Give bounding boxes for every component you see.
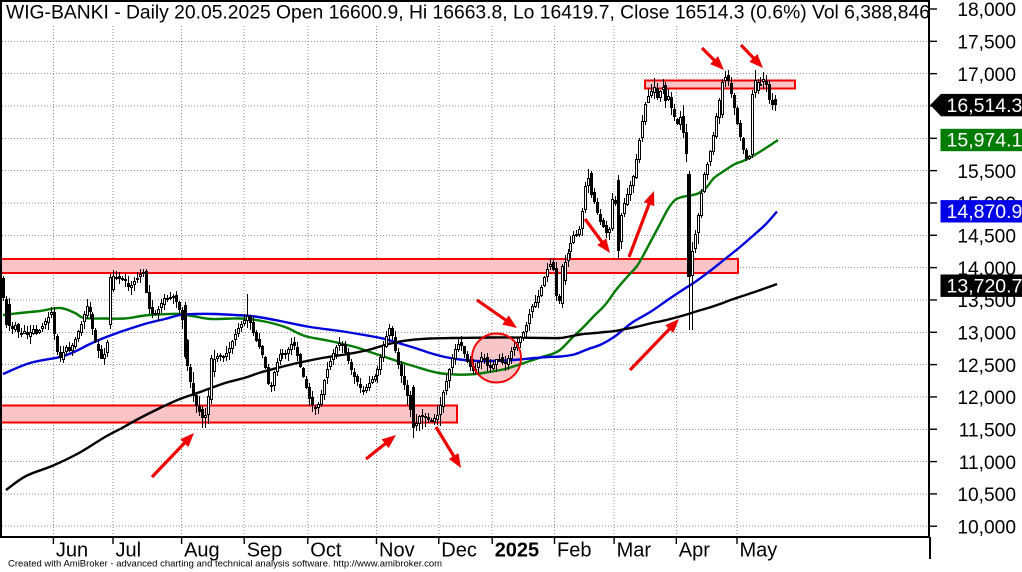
- svg-text:18,000: 18,000: [957, 0, 1016, 21]
- svg-text:14,500: 14,500: [957, 227, 1016, 248]
- svg-text:13,720.7: 13,720.7: [947, 275, 1022, 297]
- svg-text:May: May: [740, 539, 778, 561]
- svg-text:11,500: 11,500: [959, 421, 1016, 442]
- svg-text:WIG-BANKI - Daily 20.05.2025 O: WIG-BANKI - Daily 20.05.2025 Open 16600.…: [6, 2, 930, 23]
- svg-text:Jun: Jun: [56, 539, 88, 561]
- svg-text:Nov: Nov: [379, 539, 415, 561]
- svg-text:10,000: 10,000: [957, 517, 1016, 538]
- svg-text:Jul: Jul: [116, 539, 142, 561]
- svg-text:12,500: 12,500: [957, 356, 1016, 377]
- svg-text:Oct: Oct: [310, 539, 342, 561]
- svg-text:Sep: Sep: [247, 539, 283, 561]
- svg-text:17,000: 17,000: [957, 65, 1016, 86]
- svg-text:Dec: Dec: [441, 539, 477, 561]
- svg-text:Mar: Mar: [617, 539, 652, 561]
- svg-text:16,514.3: 16,514.3: [947, 95, 1022, 117]
- svg-text:10,500: 10,500: [957, 485, 1016, 506]
- svg-text:17,500: 17,500: [957, 33, 1016, 54]
- svg-text:2025: 2025: [495, 539, 540, 561]
- svg-text:13,000: 13,000: [957, 324, 1016, 345]
- svg-text:11,000: 11,000: [959, 453, 1016, 474]
- svg-text:15,500: 15,500: [957, 162, 1016, 183]
- svg-text:Apr: Apr: [679, 539, 710, 561]
- svg-text:Feb: Feb: [557, 539, 591, 561]
- svg-text:14,870.9: 14,870.9: [947, 201, 1022, 223]
- svg-text:Created with AmiBroker - advan: Created with AmiBroker - advanced charti…: [8, 559, 442, 570]
- svg-text:12,000: 12,000: [957, 388, 1016, 409]
- svg-text:15,974.1: 15,974.1: [947, 130, 1022, 152]
- svg-text:Aug: Aug: [184, 539, 220, 561]
